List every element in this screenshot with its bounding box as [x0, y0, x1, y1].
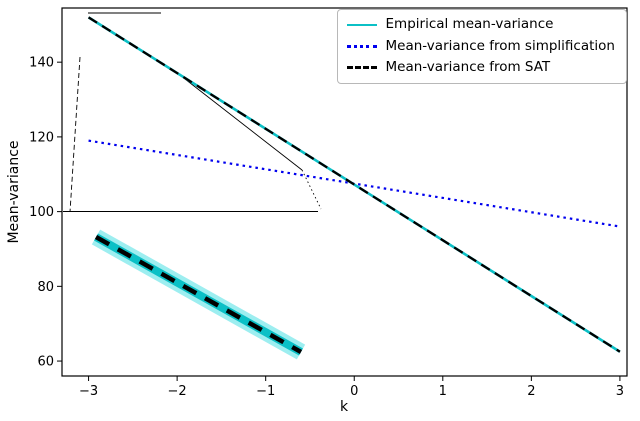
y-tick-label: 80: [37, 280, 54, 295]
y-axis-label: Mean-variance: [6, 140, 22, 244]
legend-item-simplification: Mean-variance from simplification: [346, 37, 615, 55]
solid-cyan-line-sample: [346, 23, 377, 26]
y-tick-label: 140: [29, 56, 54, 71]
legend-label: Empirical mean-variance: [385, 16, 554, 32]
legend-label: Mean-variance from simplification: [385, 37, 615, 54]
zoom-connector-line: [175, 71, 303, 171]
x-tick-label: −2: [168, 384, 187, 399]
axes-box: [61, 7, 628, 377]
legend: Empirical mean-variance Mean-variance fr…: [336, 9, 627, 84]
zoom-connector-line: [69, 56, 81, 213]
legend-item-empirical: Empirical mean-variance: [346, 16, 615, 33]
dashed-black-line-sample: [346, 66, 377, 70]
zoom-connector-line: [301, 169, 322, 210]
series-line-2: [87, 16, 621, 353]
x-tick-label: 2: [527, 384, 535, 399]
x-tick-label: −1: [256, 384, 275, 399]
y-tick-label: 120: [29, 130, 54, 145]
legend-item-sat: Mean-variance from SAT: [346, 59, 615, 76]
legend-label: Mean-variance from SAT: [385, 59, 551, 76]
y-tick-label: 100: [29, 205, 54, 220]
x-tick-label: 0: [350, 384, 358, 399]
series-line-1: [88, 139, 621, 228]
dotted-blue-line-sample: [346, 44, 377, 48]
x-tick-label: 3: [616, 384, 624, 399]
x-tick-label: 1: [439, 384, 447, 399]
x-axis-label: k: [339, 399, 349, 415]
x-tick-label: −3: [79, 384, 98, 399]
inset-sat-dashed-line: [94, 235, 303, 354]
y-tick-label: 60: [37, 355, 54, 370]
